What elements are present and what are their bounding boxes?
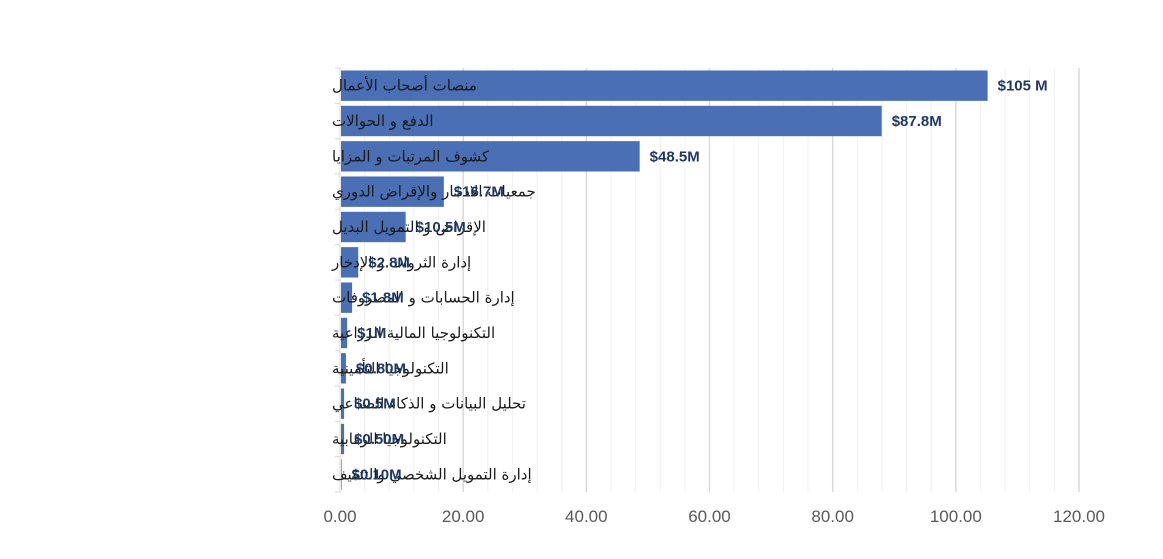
gridlines	[364, 68, 1080, 492]
bar	[341, 247, 359, 278]
data-label: $1M	[357, 325, 386, 342]
x-tick-label: 120.00	[1053, 507, 1105, 526]
bar	[341, 176, 444, 207]
data-label: $1.8M	[362, 290, 404, 307]
bar	[341, 105, 882, 137]
bar	[341, 353, 346, 384]
data-label: $105 M	[998, 78, 1048, 95]
category-label: إدارة التمويل الشخصي والتثقيف	[332, 465, 532, 484]
category-label: كشوف المرتبات و المزايا	[332, 147, 490, 165]
x-tick-label: 80.00	[811, 507, 854, 526]
category-label: منصات أصحاب الأعمال	[332, 76, 477, 95]
category-labels: منصات أصحاب الأعمال الدفع و الحوالات كشوف …	[331, 76, 536, 485]
data-labels: $105 M $87.8M $48.5M $16.7M $10.5M $2.8M $1.8M…	[352, 78, 1048, 484]
bar	[341, 459, 342, 490]
bar	[341, 282, 353, 313]
y-axis	[335, 67, 341, 493]
bar	[341, 70, 988, 101]
data-label: $0.5M	[354, 396, 396, 413]
bar	[341, 211, 406, 243]
data-label: $16.7M	[454, 184, 504, 201]
x-tick-label: 20.00	[442, 507, 485, 526]
category-label: إدارة الحسابات و المصروفات	[332, 289, 515, 307]
x-axis-ticks: 0.00 20.00 40.00 60.00 80.00 100.00 120.00	[323, 507, 1105, 526]
bar	[341, 423, 345, 455]
data-label: $0.50M	[354, 431, 404, 448]
x-tick-label: 0.00	[323, 507, 356, 526]
bar	[341, 317, 348, 349]
category-label: تحليل البيانات و الذكاء الصناعي	[332, 395, 526, 414]
category-label: التكنولوجيا المالية الزراعية	[332, 324, 495, 342]
bar	[341, 141, 640, 172]
category-label: إدارة الثروات و الإدخار	[331, 253, 471, 271]
x-tick-label: 60.00	[688, 507, 731, 526]
data-label: $10.5M	[416, 219, 466, 236]
bar	[341, 388, 345, 419]
data-label: $2.8M	[368, 254, 410, 271]
x-tick-label: 100.00	[930, 507, 982, 526]
bars	[341, 70, 988, 490]
category-label: التكنولوجيا التأمينية	[332, 357, 449, 377]
data-label: $87.8M	[892, 113, 942, 130]
category-label: الدفع و الحوالات	[332, 112, 434, 130]
x-tick-label: 40.00	[565, 507, 608, 526]
data-label: $0.80M	[356, 360, 406, 377]
category-label: الإقراض و التمويل البديل	[332, 218, 486, 236]
category-label: التكنولوجيا الرقابية	[332, 430, 447, 448]
data-label: $0.10M	[352, 466, 402, 483]
category-label: جمعيات الادخار والإقراض الدوري	[332, 183, 536, 202]
data-label: $48.5M	[650, 148, 700, 165]
